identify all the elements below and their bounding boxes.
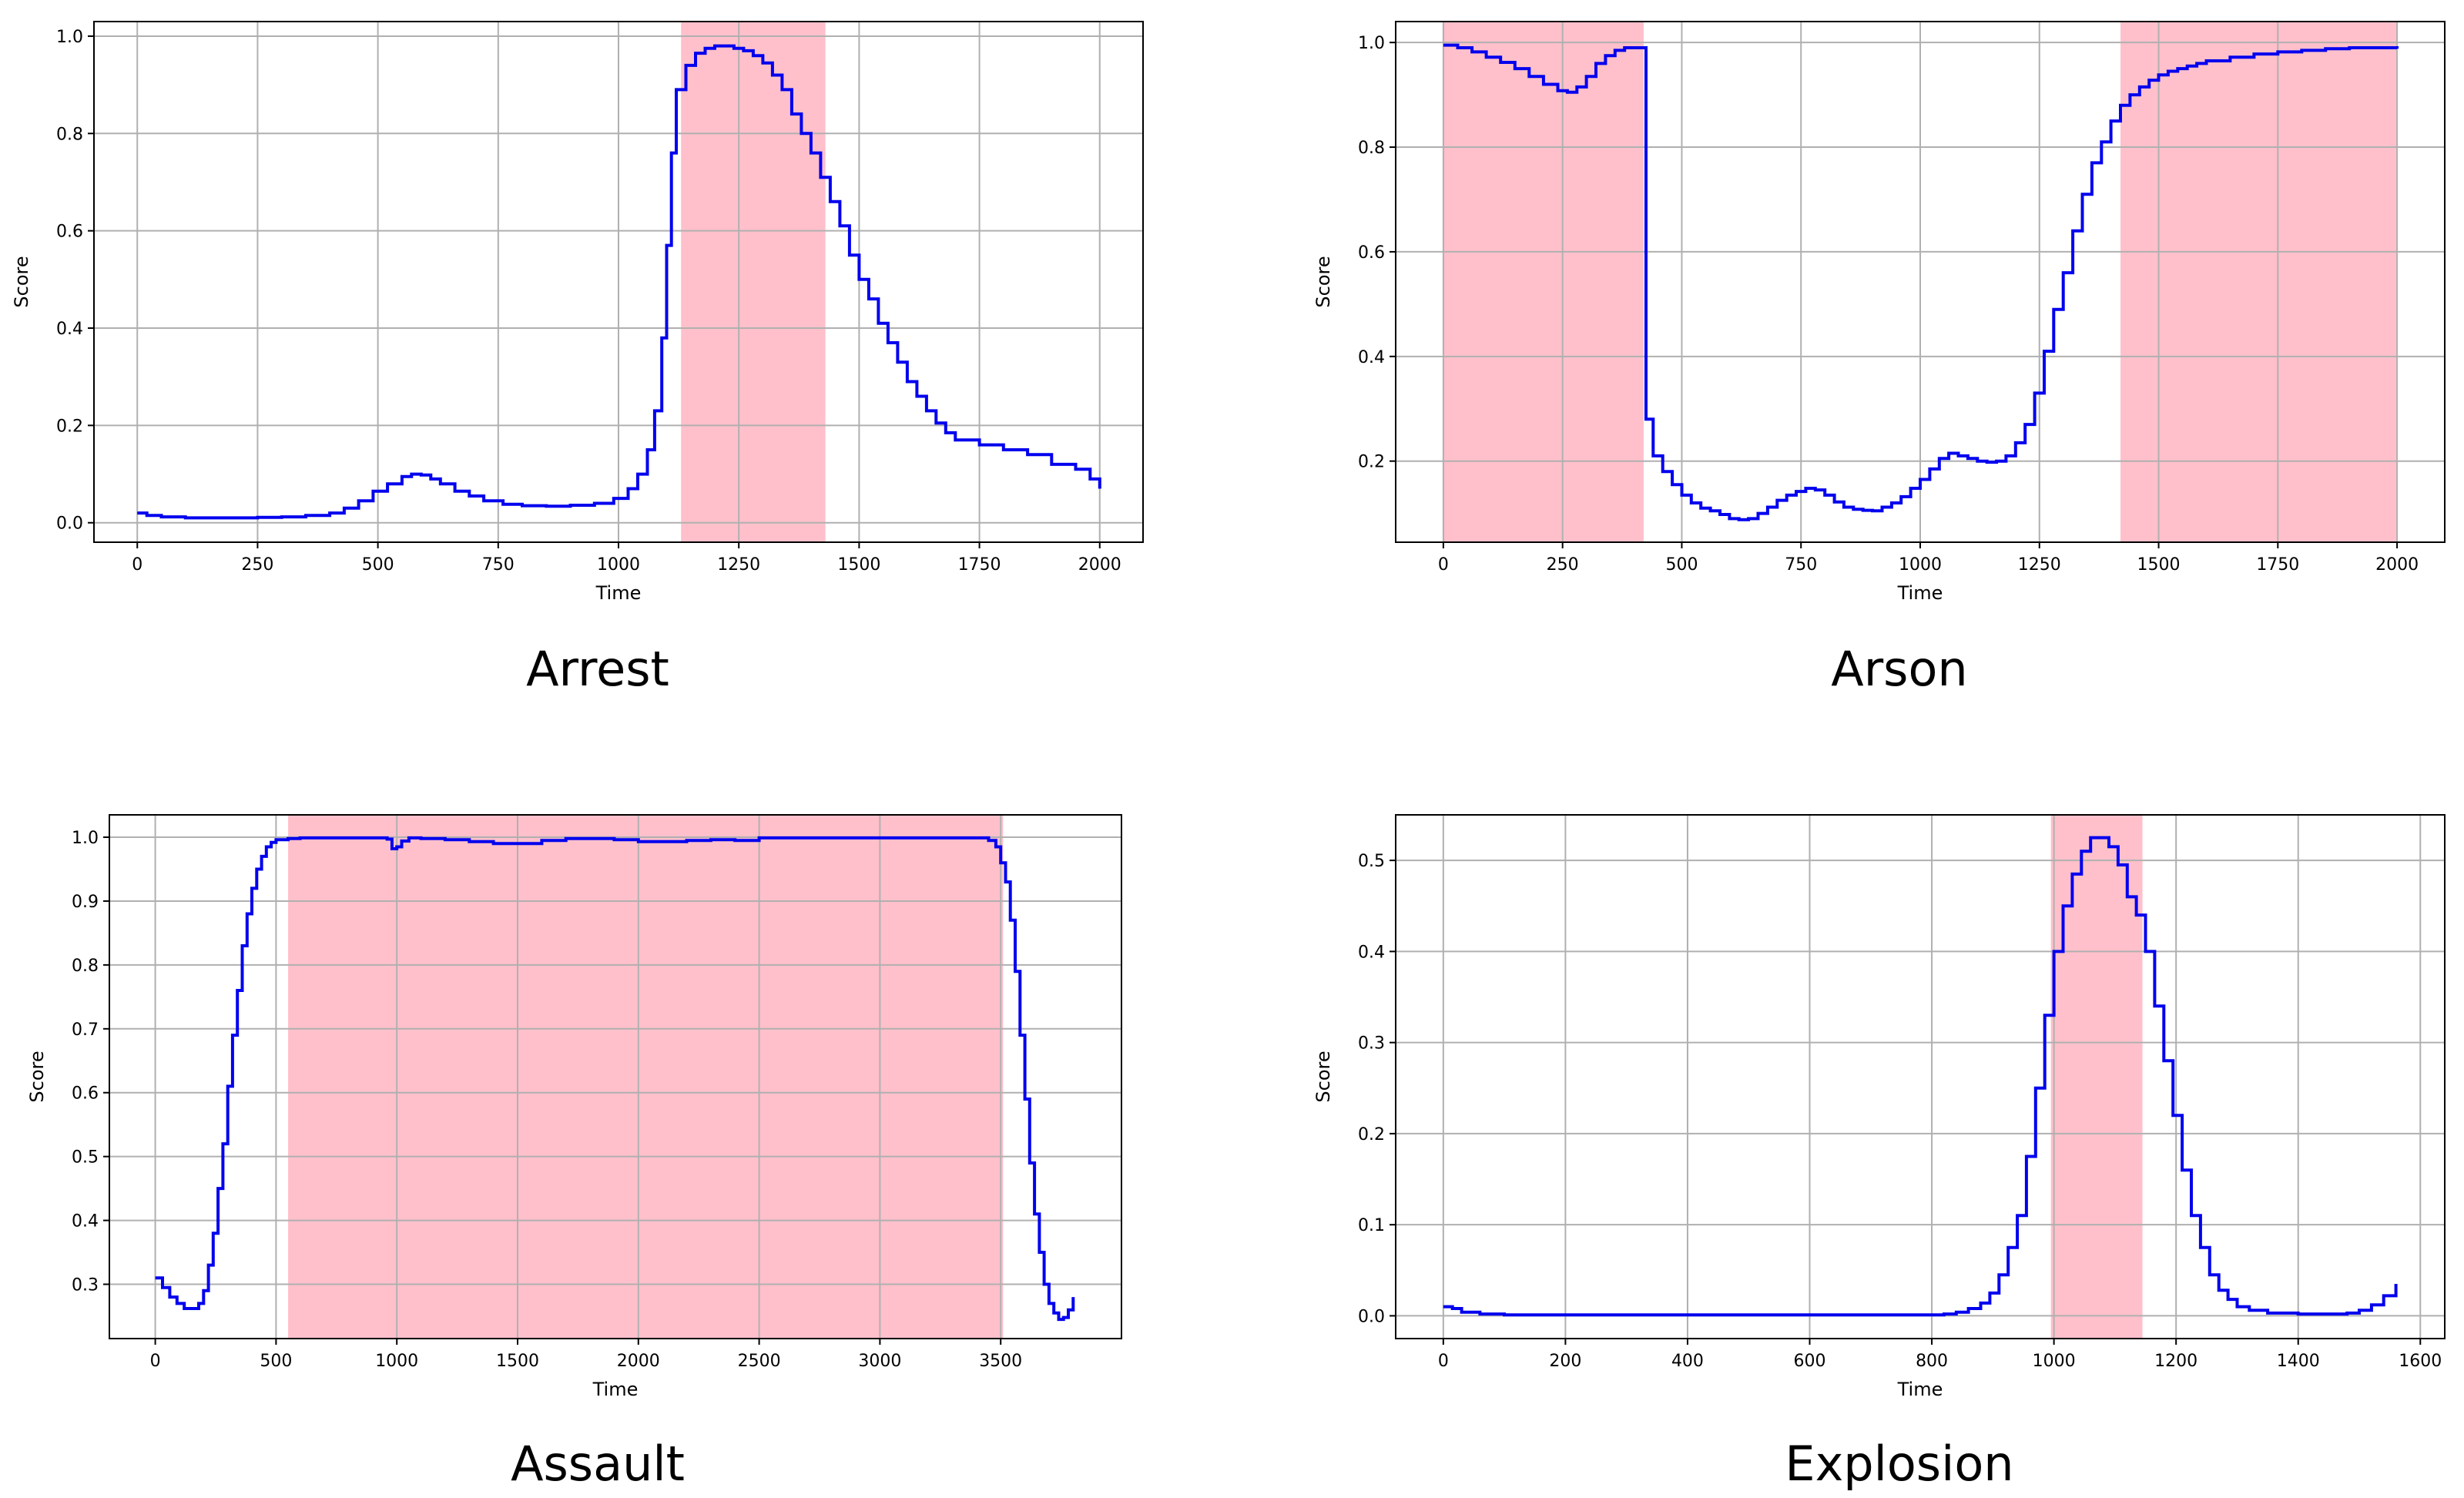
x-tick-label-3: 1500 <box>496 1352 539 1371</box>
x-axis-label: Time <box>592 1379 639 1400</box>
caption-explosion: Explosion <box>1785 1436 2014 1492</box>
x-tick-label-2: 500 <box>1665 555 1698 575</box>
y-tick-label-0: 0.0 <box>56 514 83 534</box>
x-tick-label-7: 1400 <box>2277 1352 2320 1371</box>
y-tick-label-3: 0.3 <box>1358 1034 1385 1054</box>
caption-arson: Arson <box>1831 641 1968 697</box>
x-tick-label-3: 750 <box>1785 555 1817 575</box>
x-tick-label-2: 500 <box>362 555 394 575</box>
x-tick-label-8: 2000 <box>1078 555 1121 575</box>
x-tick-label-6: 3000 <box>858 1352 901 1371</box>
x-tick-label-0: 0 <box>150 1352 161 1371</box>
x-tick-label-0: 0 <box>1438 555 1449 575</box>
x-tick-label-6: 1500 <box>2137 555 2181 575</box>
x-tick-label-6: 1200 <box>2154 1352 2197 1371</box>
x-tick-label-1: 500 <box>260 1352 292 1371</box>
x-tick-label-0: 0 <box>1438 1352 1449 1371</box>
x-tick-label-2: 400 <box>1671 1352 1704 1371</box>
y-tick-label-3: 0.6 <box>56 223 83 242</box>
x-axis-label: Time <box>1897 582 1943 604</box>
score-line-0 <box>1443 43 2399 521</box>
x-tick-label-4: 2000 <box>617 1352 660 1371</box>
plot-frame <box>109 814 1122 1339</box>
y-tick-label-5: 0.8 <box>72 957 99 976</box>
x-tick-label-4: 800 <box>1916 1352 1948 1371</box>
x-axis-label: Time <box>595 582 642 604</box>
shaded-region-0 <box>1443 22 1644 542</box>
y-tick-label-0: 0.0 <box>1358 1307 1385 1326</box>
x-tick-label-3: 600 <box>1794 1352 1826 1371</box>
y-tick-label-4: 0.8 <box>56 125 83 144</box>
score-line-0 <box>137 44 1101 520</box>
y-tick-label-5: 0.5 <box>1358 852 1385 871</box>
y-tick-label-7: 1.0 <box>72 829 99 848</box>
x-tick-label-8: 1600 <box>2399 1352 2442 1371</box>
x-tick-label-6: 1500 <box>837 555 880 575</box>
caption-arrest: Arrest <box>526 641 669 697</box>
score-line-0 <box>1443 836 2398 1317</box>
x-tick-label-7: 1750 <box>2256 555 2299 575</box>
shaded-region-0 <box>681 22 826 542</box>
y-axis-label: Score <box>1312 1051 1334 1102</box>
y-tick-label-2: 0.6 <box>1358 243 1385 263</box>
x-tick-label-2: 1000 <box>375 1352 418 1371</box>
y-tick-label-0: 0.3 <box>72 1276 99 1295</box>
y-tick-label-1: 0.4 <box>1358 348 1385 367</box>
y-axis-label: Score <box>11 256 32 307</box>
y-tick-label-4: 0.7 <box>72 1020 99 1040</box>
y-tick-label-6: 0.9 <box>72 893 99 912</box>
x-tick-label-1: 200 <box>1549 1352 1581 1371</box>
shaded-region-1 <box>2120 22 2398 542</box>
x-tick-label-4: 1000 <box>1899 555 1942 575</box>
score-line-0 <box>155 836 1075 1322</box>
chart-arson: 0 250 500 750 1000 1250 1500 1750 2000 0.2 0.4 0.6 0… <box>1312 21 2446 604</box>
x-tick-label-3: 750 <box>482 555 515 575</box>
shaded-region-0 <box>288 815 1004 1339</box>
x-tick-label-5: 2500 <box>738 1352 781 1371</box>
y-tick-label-1: 0.2 <box>56 417 83 436</box>
y-tick-label-2: 0.4 <box>56 320 83 339</box>
y-tick-label-5: 1.0 <box>56 28 83 47</box>
x-tick-label-0: 0 <box>132 555 142 575</box>
x-tick-label-8: 2000 <box>2375 555 2419 575</box>
y-axis-label: Score <box>1312 256 1334 307</box>
y-tick-label-2: 0.2 <box>1358 1125 1385 1144</box>
y-axis-label: Score <box>26 1051 48 1102</box>
x-axis-label: Time <box>1897 1379 1943 1400</box>
x-tick-label-7: 3500 <box>979 1352 1022 1371</box>
chart-arrest: 0 250 500 750 1000 1250 1500 1750 2000 0.0 0.2 0.4 0… <box>11 21 1144 604</box>
x-tick-label-5: 1000 <box>2033 1352 2076 1371</box>
caption-assault: Assault <box>511 1436 685 1492</box>
plot-frame <box>1395 814 2446 1339</box>
x-tick-label-5: 1250 <box>2018 555 2061 575</box>
x-tick-label-7: 1750 <box>958 555 1001 575</box>
shaded-region-0 <box>2050 815 2143 1339</box>
y-tick-label-4: 1.0 <box>1358 34 1385 53</box>
y-tick-label-3: 0.8 <box>1358 139 1385 158</box>
y-tick-label-1: 0.4 <box>72 1212 99 1232</box>
y-tick-label-1: 0.1 <box>1358 1216 1385 1235</box>
y-tick-label-4: 0.4 <box>1358 943 1385 962</box>
x-tick-label-1: 250 <box>241 555 273 575</box>
chart-explosion: 0 200 400 600 800 1000 1200 1400 1600 0.0 0.1 0.2 0.… <box>1312 814 2446 1400</box>
x-tick-label-1: 250 <box>1547 555 1579 575</box>
x-tick-label-5: 1250 <box>717 555 760 575</box>
y-tick-label-3: 0.6 <box>72 1084 99 1104</box>
y-tick-label-2: 0.5 <box>72 1148 99 1168</box>
y-tick-label-0: 0.2 <box>1358 453 1385 472</box>
chart-assault: 0 500 1000 1500 2000 2500 3000 3500 0.3 0.4 0.5 0.6… <box>26 814 1122 1400</box>
x-tick-label-4: 1000 <box>597 555 640 575</box>
